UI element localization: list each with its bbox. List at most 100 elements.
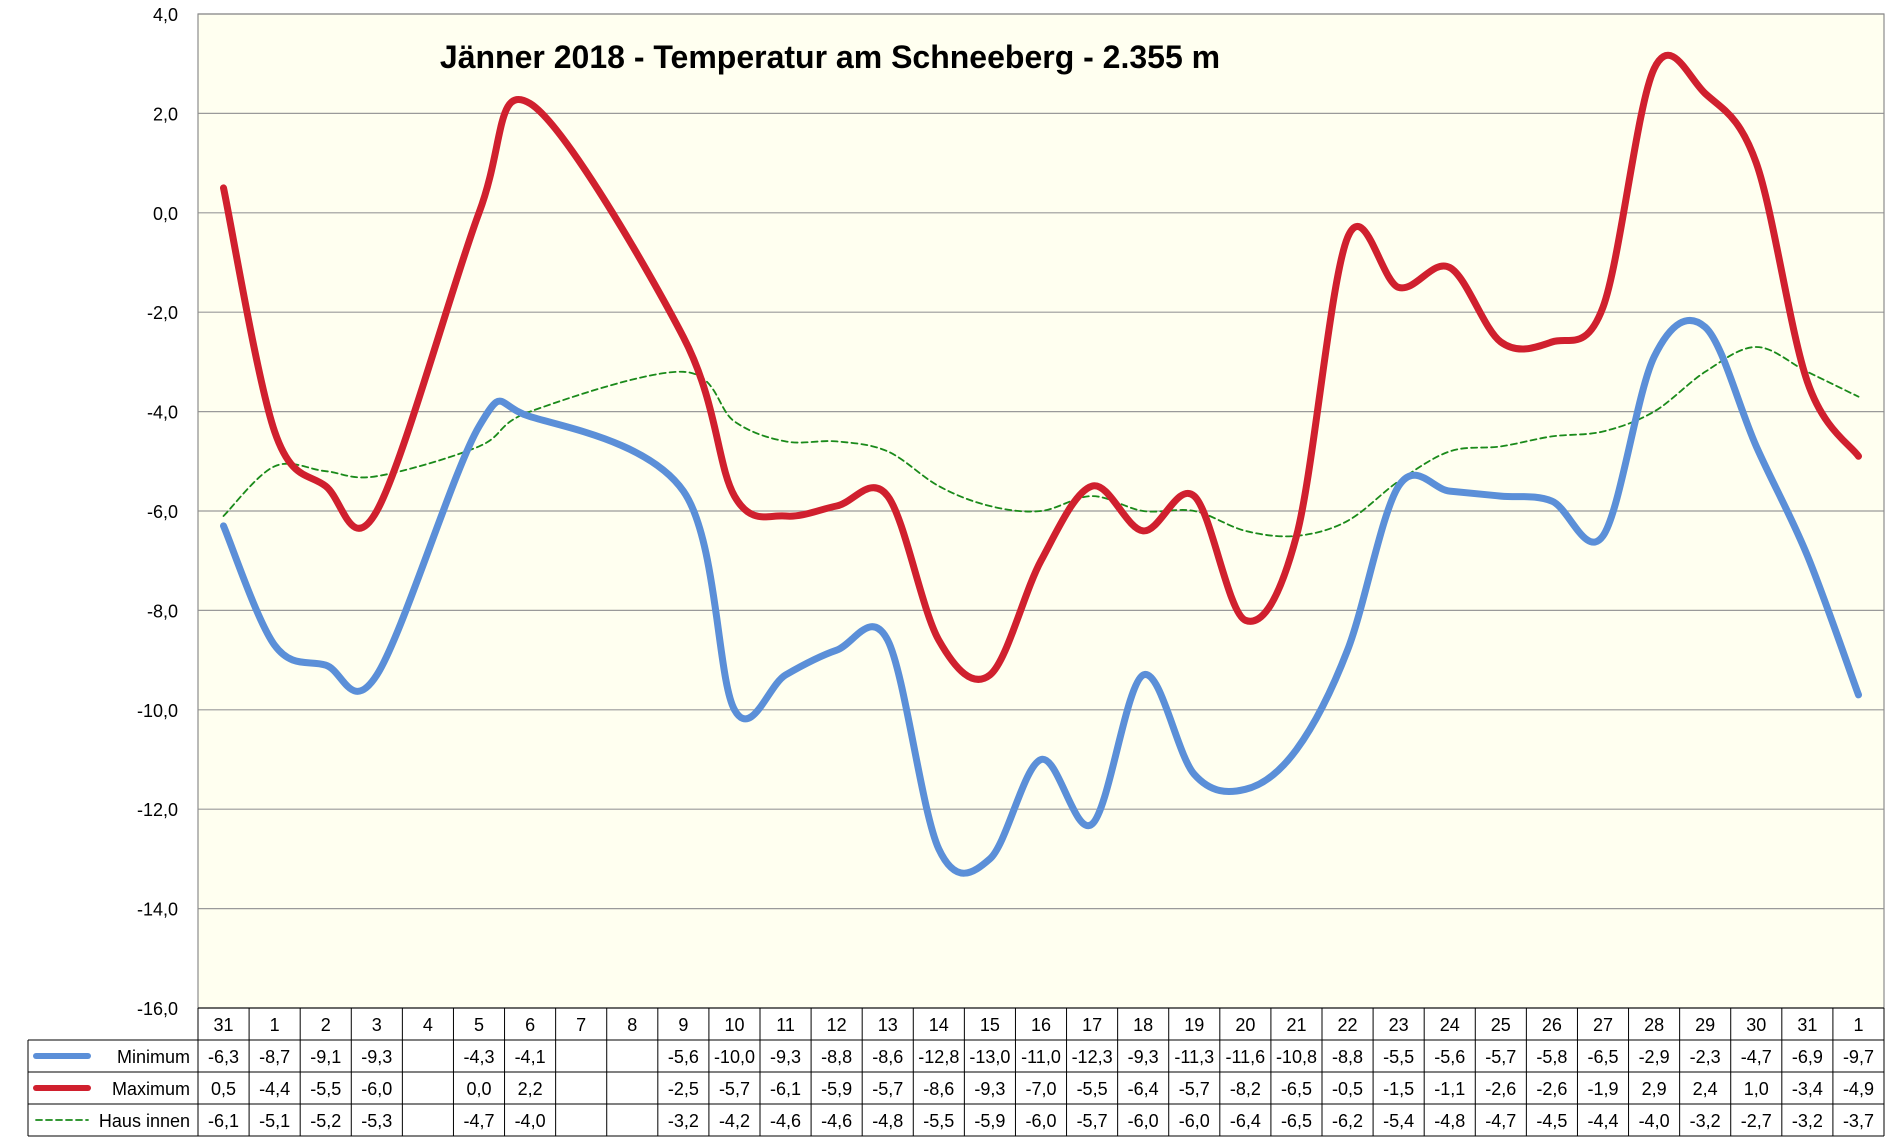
data-value-label: -3,7 [1843,1111,1874,1131]
data-value-label: -6,4 [1230,1111,1261,1131]
x-category-label: 1 [270,1015,280,1035]
data-value-label: -3,2 [1690,1111,1721,1131]
data-value-label: -10,0 [714,1047,755,1067]
data-value-label: -5,1 [259,1111,290,1131]
data-value-label: -4,8 [872,1111,903,1131]
x-category-label: 9 [678,1015,688,1035]
data-value-label: -2,3 [1690,1047,1721,1067]
data-value-label: -3,2 [668,1111,699,1131]
data-value-label: -3,4 [1792,1079,1823,1099]
data-value-label: -5,3 [361,1111,392,1131]
data-value-label: -4,7 [1741,1047,1772,1067]
data-value-label: -12,8 [918,1047,959,1067]
y-tick-label: -14,0 [137,900,178,920]
data-value-label: -6,0 [1025,1111,1056,1131]
data-value-label: -5,6 [1434,1047,1465,1067]
data-value-label: -5,6 [668,1047,699,1067]
x-category-label: 10 [724,1015,744,1035]
data-value-label: -8,8 [821,1047,852,1067]
data-value-label: -8,8 [1332,1047,1363,1067]
data-value-label: -13,0 [969,1047,1010,1067]
data-value-label: -5,7 [1077,1111,1108,1131]
data-value-label: -1,9 [1587,1079,1618,1099]
data-value-label: -0,5 [1332,1079,1363,1099]
data-value-label: -8,6 [923,1079,954,1099]
data-value-label: -6,0 [1128,1111,1159,1131]
data-value-label: -5,7 [1485,1047,1516,1067]
legend-series-name: Maximum [112,1079,190,1099]
data-value-label: -4,8 [1434,1111,1465,1131]
x-category-label: 8 [627,1015,637,1035]
series-line-maximum [220,51,1862,683]
data-value-label: -7,0 [1025,1079,1056,1099]
data-value-label: -4,9 [1843,1079,1874,1099]
y-tick-label: 0,0 [153,204,178,224]
x-category-label: 14 [929,1015,949,1035]
data-value-label: -5,5 [1383,1047,1414,1067]
data-value-label: -4,4 [1587,1111,1618,1131]
data-value-label: -3,2 [1792,1111,1823,1131]
data-value-label: -5,4 [1383,1111,1414,1131]
y-axis-tick-labels: 4,0 2,0 0,0 -2,0 -4,0 -6,0 -8,0 -10,0 -12,0 -14,0… [137,5,178,1019]
data-value-label: -6,2 [1332,1111,1363,1131]
data-value-label: -6,0 [1179,1111,1210,1131]
y-tick-label: -4,0 [147,403,178,423]
data-value-label: -5,9 [821,1079,852,1099]
data-value-label: -6,5 [1281,1111,1312,1131]
data-value-label: -9,1 [310,1047,341,1067]
x-category-label: 25 [1491,1015,1511,1035]
data-value-label: -4,6 [821,1111,852,1131]
x-category-label: 27 [1593,1015,1613,1035]
data-value-label: -6,3 [208,1047,239,1067]
data-value-label: -4,3 [463,1047,494,1067]
chart-title: Jänner 2018 - Temperatur am Schneeberg -… [440,39,1220,75]
data-value-label: -11,6 [1226,1047,1266,1067]
data-value-label: -9,3 [974,1079,1005,1099]
x-category-label: 16 [1031,1015,1051,1035]
y-tick-label: -2,0 [147,303,178,323]
data-value-label: -4,7 [1485,1111,1516,1131]
data-value-label: -2,9 [1639,1047,1670,1067]
x-category-label: 12 [827,1015,847,1035]
data-value-label: -6,9 [1792,1047,1823,1067]
data-value-label: -9,3 [770,1047,801,1067]
x-category-label: 24 [1440,1015,1460,1035]
data-value-label: 2,2 [518,1079,543,1099]
x-category-label: 4 [423,1015,433,1035]
data-value-label: -4,4 [259,1079,290,1099]
data-value-label: -5,7 [719,1079,750,1099]
x-category-label: 31 [1797,1015,1817,1035]
data-value-label: -8,6 [872,1047,903,1067]
x-category-label: 13 [878,1015,898,1035]
data-value-label: -9,7 [1843,1047,1874,1067]
x-category-label: 19 [1184,1015,1204,1035]
x-category-label: 20 [1235,1015,1255,1035]
y-tick-label: -10,0 [137,701,178,721]
y-tick-label: -8,0 [147,601,178,621]
x-category-label: 5 [474,1015,484,1035]
data-value-label: -2,6 [1536,1079,1567,1099]
x-category-label: 17 [1082,1015,1102,1035]
data-value-label: -5,9 [974,1111,1005,1131]
data-value-label: 1,0 [1744,1079,1769,1099]
data-value-label: 2,4 [1693,1079,1718,1099]
x-category-label: 1 [1853,1015,1863,1035]
x-category-label: 6 [525,1015,535,1035]
x-category-label: 15 [980,1015,1000,1035]
data-value-label: -11,0 [1021,1047,1061,1067]
data-value-label: -4,0 [515,1111,546,1131]
data-value-label: -6,4 [1128,1079,1159,1099]
data-value-label: -5,5 [1077,1079,1108,1099]
series-line-haus-innen [222,346,1860,538]
legend-series-name: Haus innen [99,1111,190,1131]
data-value-label: -9,3 [1128,1047,1159,1067]
data-value-label: 0,5 [211,1079,236,1099]
data-value-label: -6,5 [1587,1047,1618,1067]
data-value-label: 2,9 [1642,1079,1667,1099]
series-lines [220,51,1862,877]
data-value-label: -2,6 [1485,1079,1516,1099]
data-value-label: -9,3 [361,1047,392,1067]
x-category-label: 22 [1338,1015,1358,1035]
x-category-label: 28 [1644,1015,1664,1035]
